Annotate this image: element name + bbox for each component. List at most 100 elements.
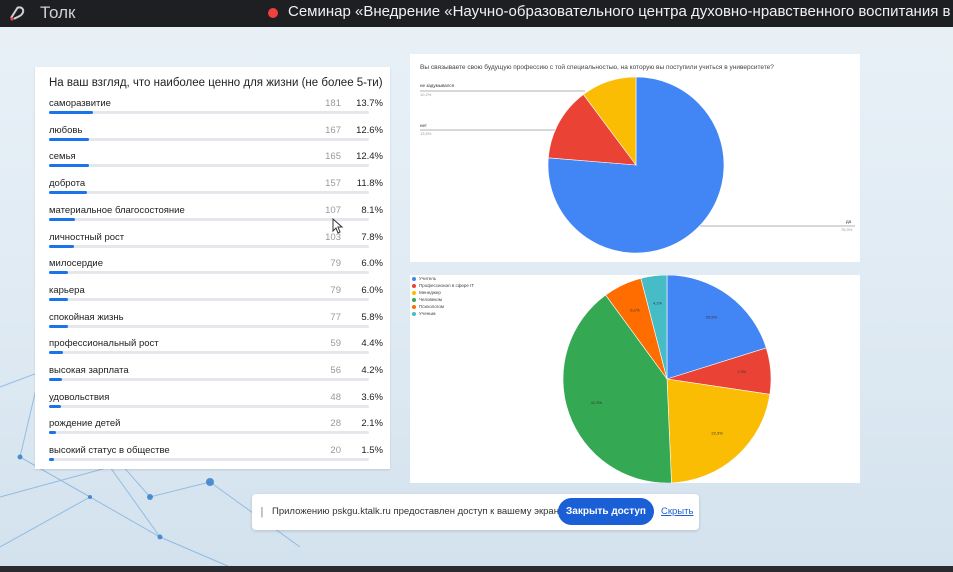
item-count: 181: [325, 98, 341, 109]
mouse-cursor-icon: [332, 218, 344, 234]
stop-sharing-button[interactable]: Закрыть доступ: [558, 498, 654, 525]
item-percent: 4.4%: [361, 338, 383, 350]
item-bar-track: [49, 351, 369, 355]
list-item: саморазвитие 181 13.7%: [49, 98, 383, 120]
list-item: высокий статус в обществе 20 1.5%: [49, 445, 383, 467]
list-item: профессиональный рост 59 4.4%: [49, 338, 383, 360]
item-bar-fill: [49, 111, 93, 114]
item-bar-fill: [49, 378, 62, 381]
item-count: 48: [330, 391, 341, 403]
item-bar-track: [49, 297, 369, 301]
item-bar-track: [49, 431, 369, 435]
pie-slice: [547, 76, 725, 254]
item-label: доброта: [49, 178, 86, 190]
pie-slice: [582, 76, 637, 166]
hide-bar-link[interactable]: Скрыть: [661, 506, 694, 517]
pie1-value-yes: 76,3%: [841, 227, 853, 232]
list-item: семья 165 12.4%: [49, 151, 383, 173]
item-bar-fill: [49, 324, 68, 328]
legend-label: Человеком: [419, 297, 442, 302]
pie-slice: [640, 275, 668, 380]
profession-pie-card: Вы связываете свою будущую профессию с т…: [410, 54, 860, 262]
item-bar-fill: [49, 271, 68, 275]
career-pie-card: Учитель Профессионал в сфере IT Менеджер Че…: [410, 275, 860, 483]
values-question-heading: На ваш взгляд, что наиболее ценно для жи…: [49, 77, 383, 89]
item-count: 77: [330, 311, 341, 323]
legend-swatch: [412, 311, 416, 316]
legend-entry: Учитель: [412, 275, 474, 282]
list-item: материальное благосостояние 107 8.1%: [49, 204, 383, 227]
item-label: личностный рост: [49, 231, 125, 243]
item-count: 167: [325, 124, 341, 136]
list-item: милосердие 79 6.0%: [49, 258, 383, 280]
legend-label: Учитель: [419, 276, 437, 281]
item-percent: 11.8%: [356, 178, 383, 190]
app-name: Толк: [40, 3, 76, 22]
legend-label: Психологом: [419, 304, 444, 309]
item-label: карьера: [49, 284, 85, 296]
pie-slice-label: 22,3%: [711, 431, 723, 436]
item-bar-fill: [49, 217, 75, 221]
pie-slice: [666, 378, 771, 483]
screen-share-bar: || Приложению pskgu.ktalk.ru предоставле…: [252, 494, 699, 530]
item-bar-track: [49, 271, 369, 275]
item-percent: 12.6%: [356, 124, 383, 136]
item-bar-track: [49, 191, 369, 195]
list-item: высокая зарплата 56 4.2%: [49, 365, 383, 387]
legend-swatch: [412, 297, 416, 302]
item-bar-fill: [49, 297, 68, 301]
item-count: 79: [330, 284, 341, 296]
list-item: личностный рост 103 7.8%: [49, 231, 383, 254]
app-logo: Толк: [8, 3, 76, 23]
item-bar-fill: [49, 164, 89, 168]
recording-indicator-icon: [268, 8, 278, 18]
talk-logo-icon: [10, 6, 25, 21]
item-percent: 13.7%: [356, 98, 383, 109]
item-count: 28: [330, 418, 341, 430]
pie1-label-no: нет: [420, 123, 427, 128]
item-count: 56: [330, 365, 341, 376]
item-count: 103: [325, 231, 341, 243]
item-label: спокойная жизнь: [49, 311, 124, 323]
item-percent: 3.6%: [361, 391, 383, 403]
item-count: 165: [325, 151, 341, 163]
item-label: милосердие: [49, 258, 104, 270]
item-bar-fill: [49, 244, 74, 248]
list-item: любовь 167 12.6%: [49, 124, 383, 147]
item-bar-fill: [49, 191, 87, 195]
pie-slice-label: 4,1%: [653, 301, 663, 306]
legend-entry: Психологом: [412, 303, 474, 310]
item-percent: 8.1%: [361, 204, 383, 216]
legend-label: Менеджер: [419, 290, 441, 295]
legend-label: Профессионал в сфере IT: [419, 283, 475, 288]
pie-slice: [666, 275, 767, 380]
item-bar-track: [49, 404, 369, 408]
drag-handle-icon[interactable]: ||: [260, 506, 263, 518]
item-bar-track: [49, 137, 369, 141]
item-label: семья: [49, 151, 76, 163]
item-count: 107: [325, 204, 341, 216]
item-bar-track: [49, 111, 369, 114]
item-bar-track: [49, 164, 369, 168]
legend-swatch: [412, 283, 416, 288]
pie-slice-label: 20,5%: [706, 315, 718, 320]
item-count: 157: [325, 178, 341, 190]
list-item: доброта 157 11.8%: [49, 178, 383, 200]
legend-swatch: [412, 290, 416, 295]
item-bar-fill: [49, 137, 89, 141]
item-bar-track: [49, 244, 369, 248]
pie-slice-label: 7,3%: [737, 369, 747, 374]
list-item: рождение детей 28 2.1%: [49, 418, 383, 440]
item-label: саморазвитие: [49, 98, 111, 109]
item-bar-track: [49, 217, 369, 221]
item-label: профессиональный рост: [49, 338, 159, 350]
pie-slice-label: 41,3%: [591, 400, 603, 405]
meeting-title: Семинар «Внедрение «Научно-образовательн…: [288, 3, 951, 20]
item-bar-track: [49, 324, 369, 328]
career-pie-legend: Учитель Профессионал в сфере IT Менеджер Че…: [412, 275, 474, 317]
item-label: высокая зарплата: [49, 365, 129, 376]
item-bar-fill: [49, 431, 56, 435]
meeting-topbar: Толк Семинар «Внедрение «Научно-образова…: [0, 0, 953, 27]
list-item: спокойная жизнь 77 5.8%: [49, 311, 383, 334]
legend-entry: Профессионал в сфере IT: [412, 282, 474, 289]
